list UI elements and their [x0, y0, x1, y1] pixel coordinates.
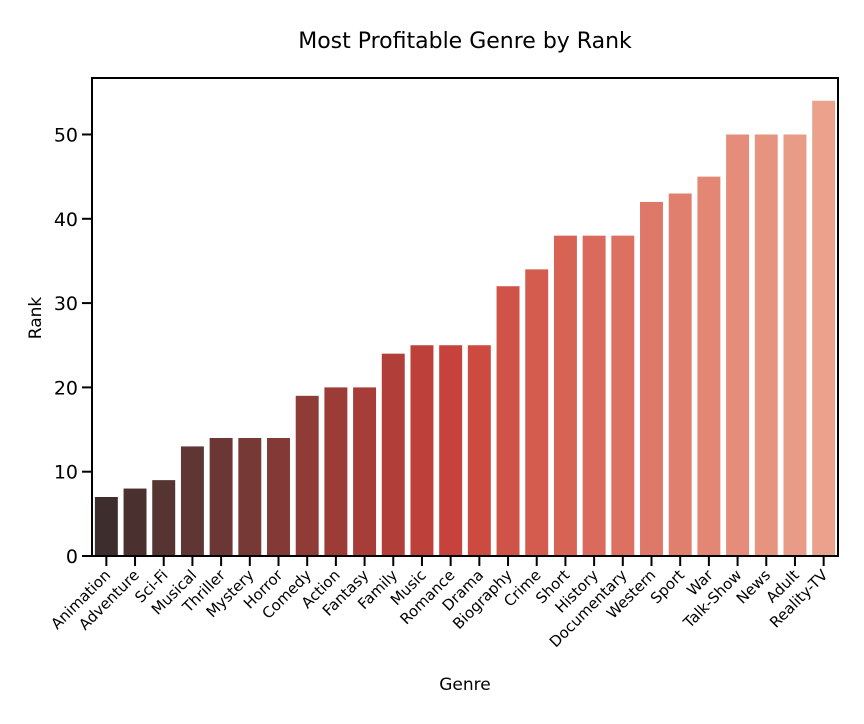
- bar-documentary: [611, 235, 635, 556]
- x-tick-label: Sport: [647, 566, 688, 607]
- y-tick-label: 0: [66, 546, 78, 568]
- y-axis: 0 10 20 30 40 50: [54, 124, 92, 568]
- bar-romance: [439, 345, 463, 556]
- plot-frame: [91, 77, 839, 557]
- bar-thriller: [209, 437, 233, 556]
- bar-drama: [467, 345, 491, 556]
- bar-comedy: [295, 395, 319, 556]
- bar-adult: [783, 134, 807, 557]
- bar-western: [640, 201, 663, 556]
- bar-fantasy: [353, 387, 377, 556]
- bar-crime: [525, 269, 549, 556]
- bar-mystery: [238, 437, 262, 556]
- bar-sport: [668, 193, 692, 556]
- y-tick-label: 30: [54, 293, 78, 315]
- bar-music: [410, 345, 434, 556]
- y-tick-label: 10: [54, 462, 78, 484]
- chart-title: Most Profitable Genre by Rank: [298, 29, 632, 54]
- bar-reality-tv: [812, 100, 836, 556]
- bar-horror: [267, 437, 290, 556]
- bar-biography: [496, 286, 520, 556]
- bar-family: [381, 353, 405, 556]
- bar-musical: [180, 446, 204, 556]
- bar-talk-show: [726, 134, 750, 557]
- bar-history: [582, 235, 606, 556]
- x-tick-label: News: [733, 566, 775, 608]
- x-axis: AnimationAdventureSci-FiMusicalThrillerM…: [47, 556, 832, 651]
- x-axis-label: Genre: [439, 675, 490, 695]
- y-tick-label: 40: [54, 209, 78, 231]
- y-tick-label: 20: [54, 377, 78, 399]
- bar-animation: [94, 496, 118, 556]
- bar-sci-fi: [152, 480, 176, 556]
- bars-group: [94, 100, 836, 557]
- bar-adventure: [123, 488, 147, 556]
- bar-war: [697, 176, 721, 556]
- y-tick-label: 50: [54, 124, 78, 146]
- bar-short: [553, 235, 577, 556]
- y-axis-label: Rank: [26, 297, 46, 340]
- bar-action: [324, 387, 348, 556]
- bar-news: [754, 134, 778, 557]
